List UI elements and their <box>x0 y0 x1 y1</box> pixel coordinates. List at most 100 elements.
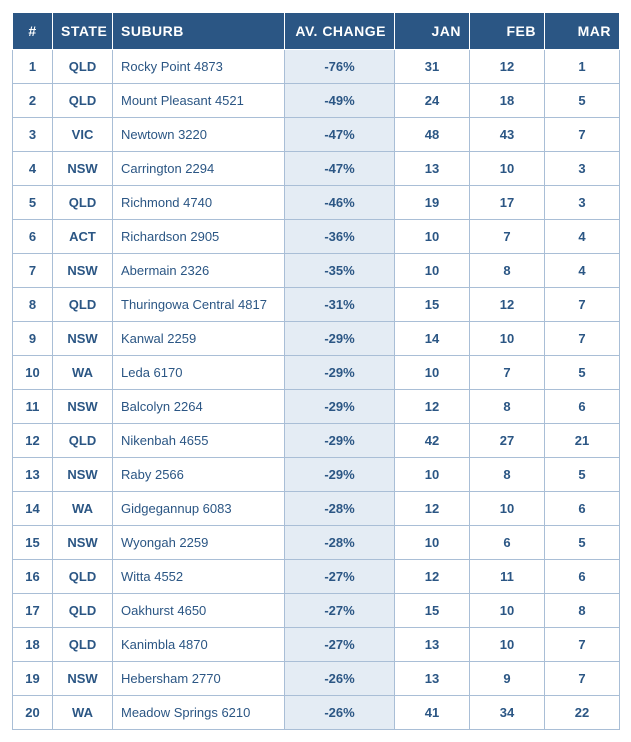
cell-suburb: Gidgegannup 6083 <box>113 492 285 526</box>
cell-state: QLD <box>53 424 113 458</box>
cell-feb: 12 <box>470 288 545 322</box>
cell-feb: 9 <box>470 662 545 696</box>
table-row: 19NSWHebersham 2770-26%1397 <box>13 662 620 696</box>
cell-suburb: Raby 2566 <box>113 458 285 492</box>
cell-feb: 10 <box>470 152 545 186</box>
cell-jan: 10 <box>395 356 470 390</box>
cell-suburb: Kanimbla 4870 <box>113 628 285 662</box>
cell-mar: 7 <box>545 118 620 152</box>
cell-state: WA <box>53 696 113 730</box>
cell-rank: 7 <box>13 254 53 288</box>
table-row: 10WALeda 6170-29%1075 <box>13 356 620 390</box>
cell-state: NSW <box>53 526 113 560</box>
cell-mar: 3 <box>545 152 620 186</box>
cell-mar: 4 <box>545 220 620 254</box>
cell-rank: 4 <box>13 152 53 186</box>
cell-change: -27% <box>285 594 395 628</box>
cell-jan: 15 <box>395 594 470 628</box>
table-row: 15NSWWyongah 2259-28%1065 <box>13 526 620 560</box>
cell-suburb: Kanwal 2259 <box>113 322 285 356</box>
cell-jan: 10 <box>395 254 470 288</box>
cell-rank: 1 <box>13 50 53 84</box>
cell-suburb: Richmond 4740 <box>113 186 285 220</box>
cell-change: -36% <box>285 220 395 254</box>
table-row: 13NSWRaby 2566-29%1085 <box>13 458 620 492</box>
cell-feb: 6 <box>470 526 545 560</box>
cell-mar: 6 <box>545 560 620 594</box>
cell-state: NSW <box>53 458 113 492</box>
table-row: 16QLDWitta 4552-27%12116 <box>13 560 620 594</box>
cell-jan: 10 <box>395 220 470 254</box>
cell-mar: 7 <box>545 288 620 322</box>
cell-rank: 6 <box>13 220 53 254</box>
cell-change: -29% <box>285 322 395 356</box>
cell-state: ACT <box>53 220 113 254</box>
table-row: 3VICNewtown 3220-47%48437 <box>13 118 620 152</box>
cell-rank: 13 <box>13 458 53 492</box>
cell-rank: 5 <box>13 186 53 220</box>
cell-jan: 10 <box>395 526 470 560</box>
table-row: 18QLDKanimbla 4870-27%13107 <box>13 628 620 662</box>
cell-mar: 7 <box>545 628 620 662</box>
table-row: 7NSWAbermain 2326-35%1084 <box>13 254 620 288</box>
table-row: 11NSWBalcolyn 2264-29%1286 <box>13 390 620 424</box>
cell-feb: 10 <box>470 492 545 526</box>
table-row: 5QLDRichmond 4740-46%19173 <box>13 186 620 220</box>
cell-change: -28% <box>285 526 395 560</box>
cell-suburb: Rocky Point 4873 <box>113 50 285 84</box>
cell-state: QLD <box>53 84 113 118</box>
cell-rank: 3 <box>13 118 53 152</box>
cell-state: QLD <box>53 560 113 594</box>
cell-mar: 4 <box>545 254 620 288</box>
table-row: 12QLDNikenbah 4655-29%422721 <box>13 424 620 458</box>
cell-rank: 18 <box>13 628 53 662</box>
cell-jan: 13 <box>395 628 470 662</box>
cell-mar: 6 <box>545 390 620 424</box>
cell-rank: 12 <box>13 424 53 458</box>
col-header-state: STATE <box>53 13 113 50</box>
cell-rank: 9 <box>13 322 53 356</box>
cell-rank: 19 <box>13 662 53 696</box>
cell-jan: 24 <box>395 84 470 118</box>
cell-feb: 12 <box>470 50 545 84</box>
cell-suburb: Nikenbah 4655 <box>113 424 285 458</box>
cell-suburb: Abermain 2326 <box>113 254 285 288</box>
cell-feb: 11 <box>470 560 545 594</box>
cell-feb: 27 <box>470 424 545 458</box>
cell-suburb: Witta 4552 <box>113 560 285 594</box>
col-header-change: AV. CHANGE <box>285 13 395 50</box>
cell-feb: 7 <box>470 220 545 254</box>
table-row: 14WAGidgegannup 6083-28%12106 <box>13 492 620 526</box>
table-row: 4NSWCarrington 2294-47%13103 <box>13 152 620 186</box>
cell-change: -35% <box>285 254 395 288</box>
table-row: 6ACTRichardson 2905-36%1074 <box>13 220 620 254</box>
cell-change: -76% <box>285 50 395 84</box>
cell-mar: 7 <box>545 322 620 356</box>
cell-rank: 14 <box>13 492 53 526</box>
cell-rank: 10 <box>13 356 53 390</box>
cell-state: WA <box>53 356 113 390</box>
cell-jan: 12 <box>395 390 470 424</box>
cell-change: -31% <box>285 288 395 322</box>
cell-mar: 8 <box>545 594 620 628</box>
cell-suburb: Oakhurst 4650 <box>113 594 285 628</box>
cell-rank: 17 <box>13 594 53 628</box>
cell-suburb: Meadow Springs 6210 <box>113 696 285 730</box>
cell-state: NSW <box>53 152 113 186</box>
cell-change: -27% <box>285 628 395 662</box>
cell-feb: 43 <box>470 118 545 152</box>
cell-suburb: Leda 6170 <box>113 356 285 390</box>
cell-rank: 2 <box>13 84 53 118</box>
table-row: 8QLDThuringowa Central 4817-31%15127 <box>13 288 620 322</box>
cell-feb: 10 <box>470 628 545 662</box>
table-row: 9NSWKanwal 2259-29%14107 <box>13 322 620 356</box>
cell-change: -28% <box>285 492 395 526</box>
cell-change: -49% <box>285 84 395 118</box>
cell-state: QLD <box>53 186 113 220</box>
cell-jan: 41 <box>395 696 470 730</box>
cell-mar: 1 <box>545 50 620 84</box>
cell-mar: 7 <box>545 662 620 696</box>
cell-jan: 13 <box>395 662 470 696</box>
cell-feb: 8 <box>470 458 545 492</box>
cell-suburb: Richardson 2905 <box>113 220 285 254</box>
